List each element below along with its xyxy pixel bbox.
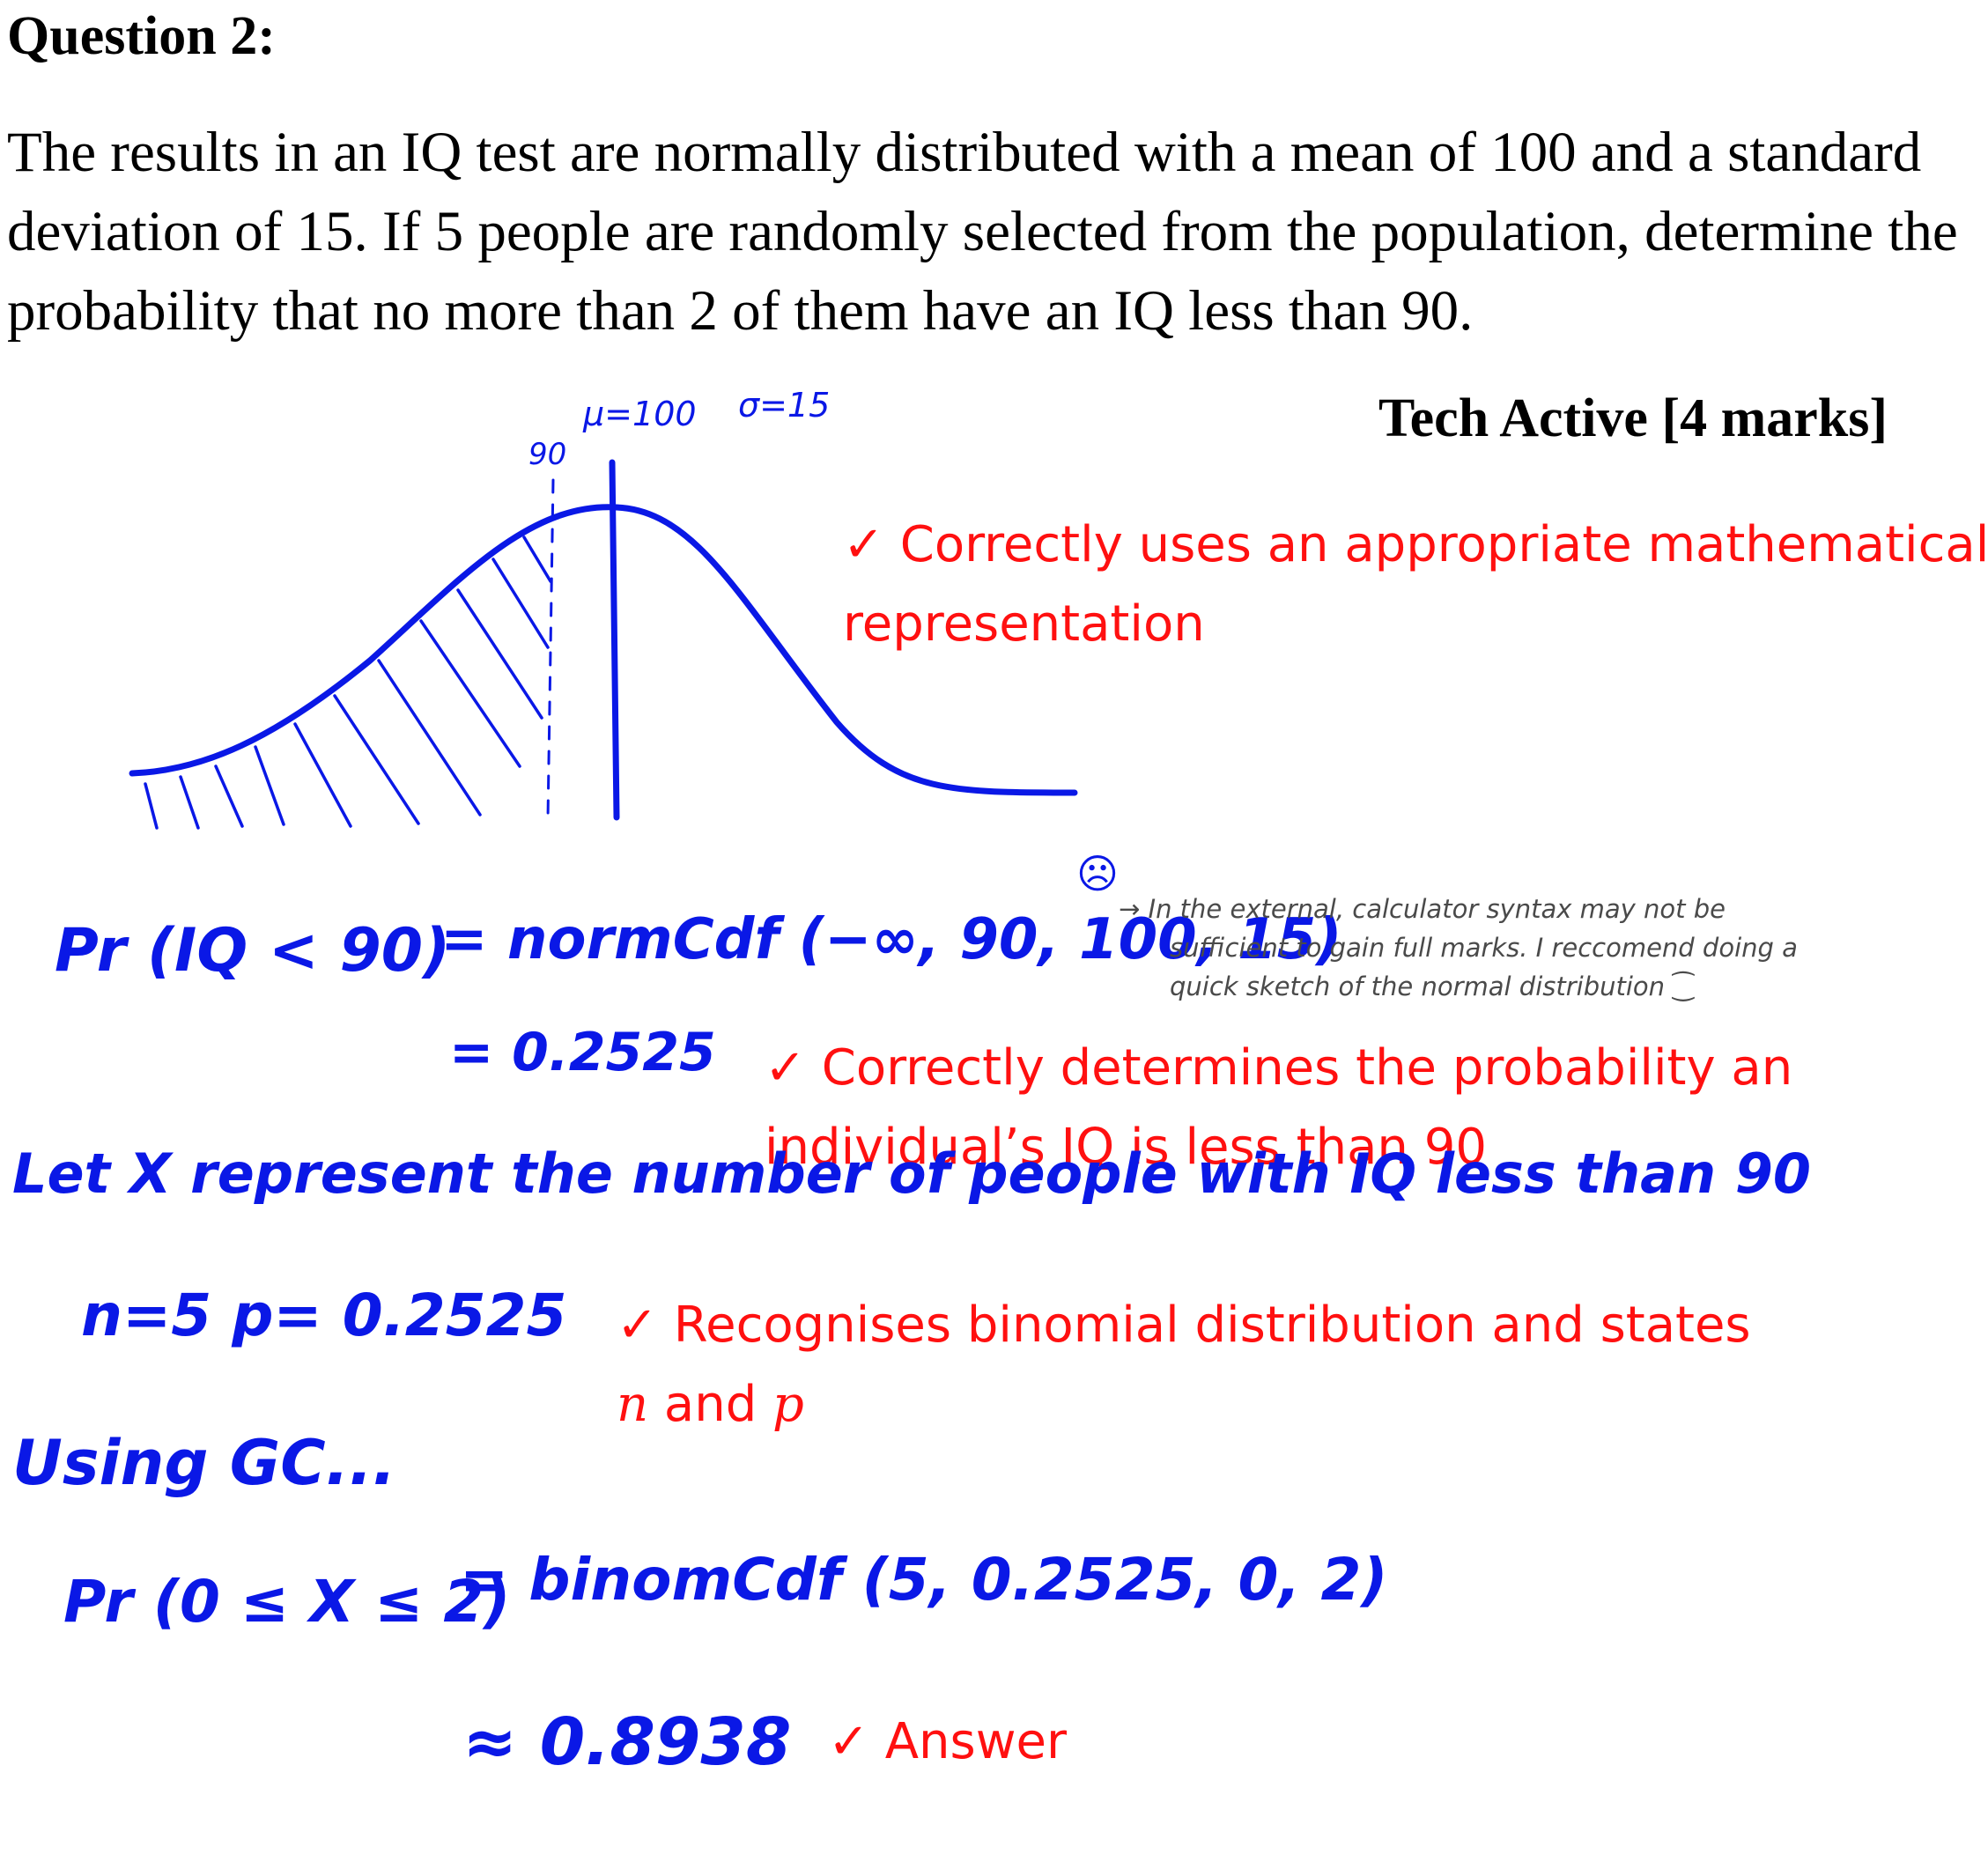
criterion-1-line1: Correctly uses an appropriate mathematic… — [899, 516, 1988, 573]
question-title: Question 2: — [7, 6, 276, 66]
criterion-3-and: and — [648, 1376, 773, 1433]
side-note: → In the external, calculator syntax may… — [1119, 890, 1798, 1006]
bell-curve — [129, 504, 1078, 796]
mu-label: μ=100 — [583, 395, 697, 433]
check-icon: ✓ — [828, 1713, 869, 1770]
criterion-2-line2: individual’s IQ is less than 90 — [765, 1119, 1487, 1176]
shaded-region — [144, 536, 552, 830]
sigma-label: σ=15 — [738, 386, 831, 425]
question-text: The results in an IQ test are normally d… — [7, 121, 1958, 343]
pr-x-expression: Pr (0 ≤ X ≤ 2) — [63, 1568, 511, 1636]
criterion-1: ✓ Correctly uses an appropriate mathemat… — [843, 506, 1988, 664]
side-note-line3: quick sketch of the normal distribution … — [1170, 971, 1694, 1001]
let-x-statement: Let X represent the number of people wit… — [12, 1141, 1812, 1206]
criterion-3-line1: Recognises binomial distribution and sta… — [673, 1296, 1751, 1354]
check-icon: ✓ — [617, 1296, 658, 1354]
pr-iq-expression: Pr (IQ < 90) — [55, 916, 451, 986]
side-note-line2: sufficient to gain full marks. I reccome… — [1170, 933, 1798, 963]
using-gc: Using GC... — [12, 1427, 396, 1499]
criterion-2: ✓ Correctly determines the probability a… — [765, 1029, 1792, 1187]
binomcdf-expression: = binomCdf (5, 0.2525, 0, 2) — [460, 1546, 1388, 1614]
ninety-label: 90 — [528, 437, 567, 472]
criterion-3: ✓ Recognises binomial distribution and s… — [617, 1286, 1751, 1444]
n-p-values: n=5 p= 0.2525 — [81, 1282, 567, 1349]
criterion-4: ✓ Answer — [828, 1713, 1067, 1770]
criterion-3-n: n — [617, 1376, 649, 1433]
criterion-3-p: p — [772, 1376, 804, 1433]
result-probability: = 0.2525 — [449, 1022, 716, 1083]
check-icon: ✓ — [843, 516, 884, 573]
sad-face-icon: ☹ — [1076, 850, 1119, 898]
normal-curve-sketch — [129, 459, 1078, 830]
criterion-4-label: Answer — [884, 1713, 1067, 1770]
marks-label: Tech Active [4 marks] — [1378, 388, 1888, 448]
side-note-line1: In the external, calculator syntax may n… — [1148, 894, 1726, 924]
mean-line — [609, 459, 620, 821]
ninety-dashed-line — [546, 478, 555, 821]
criterion-2-line1: Correctly determines the probability an — [821, 1039, 1793, 1097]
final-answer: ≈ 0.8938 — [462, 1704, 792, 1780]
criterion-1-line2: representation — [843, 595, 1205, 653]
normcdf-expression: = normCdf (−∞, 90, 100, 15) — [440, 907, 1342, 972]
arrow-icon: → — [1119, 894, 1141, 924]
check-icon: ✓ — [765, 1039, 806, 1097]
